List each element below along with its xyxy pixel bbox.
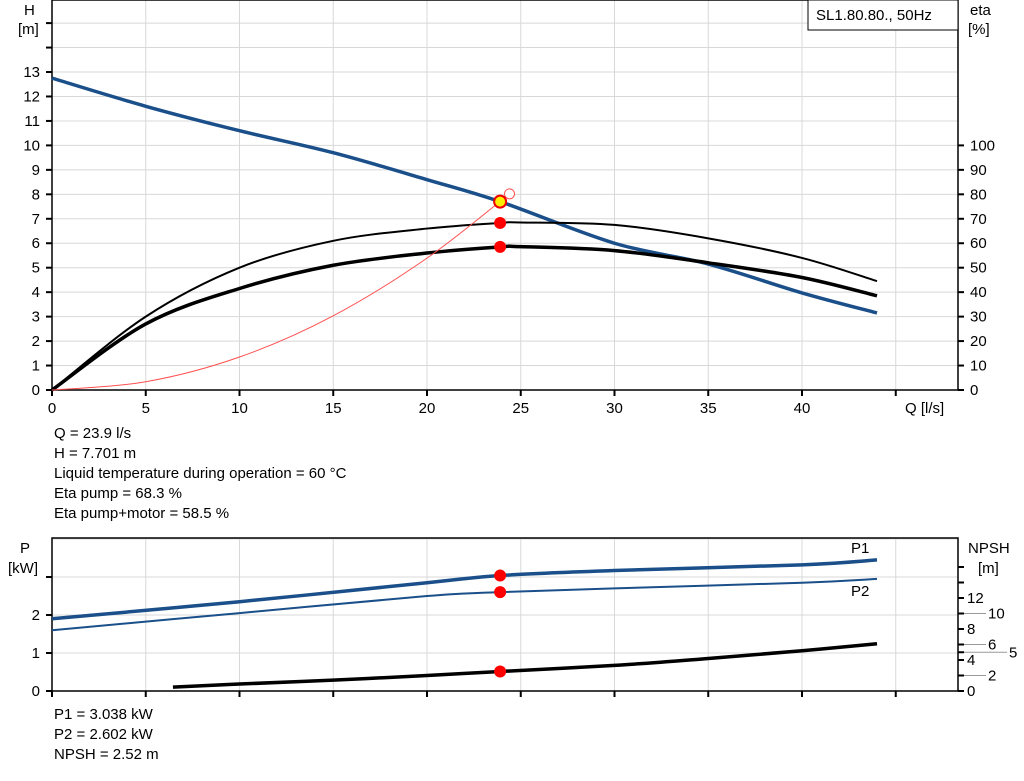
power-info: P1 = 3.038 kW P2 = 2.602 kW NPSH = 2.52 … <box>54 705 159 765</box>
series-label-P1: P1 <box>851 540 869 557</box>
y-tick-label: 1 <box>32 358 40 375</box>
eta-tick-label: 90 <box>970 162 987 179</box>
eta-tick-label: 20 <box>970 333 987 350</box>
y-tick-label: 13 <box>23 64 40 81</box>
npsh-axis-label: NPSH <box>968 540 1010 557</box>
p1-point <box>494 569 507 582</box>
info-eta-pump: Eta pump = 68.3 % <box>54 485 182 502</box>
x-tick-label: 30 <box>606 400 623 417</box>
x-tick-label: 35 <box>700 400 717 417</box>
x-tick-label: 0 <box>48 400 56 417</box>
eta-tick-label: 40 <box>970 284 987 301</box>
info-npsh: NPSH = 2.52 m <box>54 746 159 763</box>
eta-tick-label: 0 <box>970 382 978 399</box>
info-q: Q = 23.9 l/s <box>54 425 132 442</box>
y-tick-label: 6 <box>32 235 40 252</box>
eta-tick-label: 60 <box>970 235 987 252</box>
duty-point <box>493 194 508 209</box>
npsh-tick-label: 4 <box>967 652 975 669</box>
system-end-marker <box>504 188 515 200</box>
y-tick-label: 10 <box>23 137 40 154</box>
x-tick-label: 15 <box>325 400 342 417</box>
p-tick-label: 1 <box>32 645 40 662</box>
npsh-tick-label: 6 <box>988 637 996 654</box>
npsh-axis-unit: [m] <box>978 560 999 577</box>
operating-info: Q = 23.9 l/s H = 7.701 m Liquid temperat… <box>54 424 346 524</box>
curve-P2 <box>51 577 878 632</box>
x-tick-label: 5 <box>142 400 150 417</box>
y-tick-label: 9 <box>32 162 40 179</box>
info-h: H = 7.701 m <box>54 445 137 462</box>
info-eta-total: Eta pump+motor = 58.5 % <box>54 505 230 522</box>
eta-tick-label: 10 <box>970 358 987 375</box>
eta-axis-label: eta <box>970 2 992 19</box>
curve-P1 <box>51 558 878 621</box>
npsh-tick-label: 0 <box>967 683 975 700</box>
eta-tick-label: 70 <box>970 211 987 228</box>
x-tick-label: 20 <box>419 400 436 417</box>
x-tick-label: 10 <box>231 400 248 417</box>
y-tick-label: 11 <box>24 113 40 130</box>
info-p2: P2 = 2.602 kW <box>54 726 153 743</box>
y-axis-label: H <box>24 2 35 19</box>
p-axis-unit: [kW] <box>8 560 38 577</box>
p-tick-label: 0 <box>32 683 40 700</box>
y-tick-label: 12 <box>23 88 40 105</box>
p-axis-label: P <box>20 540 30 557</box>
y-axis-unit: [m] <box>18 21 39 38</box>
curve-NPSH <box>172 641 878 689</box>
y-tick-label: 3 <box>32 309 40 326</box>
eta-total-point <box>494 240 507 253</box>
eta-tick-label: 30 <box>970 309 987 326</box>
npsh-tick-label: 12 <box>967 590 984 607</box>
eta-axis-unit: [%] <box>968 21 990 38</box>
x-tick-label: 40 <box>794 400 811 417</box>
npsh-tick-label: 5 <box>1009 644 1017 661</box>
info-temp: Liquid temperature during operation = 60… <box>54 465 347 482</box>
npsh-tick-label: 2 <box>988 668 996 685</box>
legend-title: SL1.80.80., 50Hz <box>816 7 932 24</box>
legend-box <box>807 0 959 31</box>
y-tick-label: 8 <box>32 186 40 203</box>
y-tick-label: 2 <box>32 333 40 350</box>
info-p1: P1 = 3.038 kW <box>54 706 153 723</box>
eta-tick-label: 80 <box>970 186 987 203</box>
eta-pump-point <box>494 216 507 229</box>
p2-point <box>494 586 507 599</box>
y-tick-label: 0 <box>32 382 40 399</box>
curve-eta_pump <box>51 221 878 391</box>
curve-H <box>51 76 878 315</box>
x-axis-label: Q [l/s] <box>905 400 944 417</box>
x-tick-label: 25 <box>512 400 529 417</box>
eta-tick-label: 100 <box>970 137 995 154</box>
eta-tick-label: 50 <box>970 260 987 277</box>
npsh-point <box>494 665 507 678</box>
y-tick-label: 5 <box>32 260 40 277</box>
series-label-P2: P2 <box>851 583 869 600</box>
y-tick-label: 4 <box>32 284 40 301</box>
y-tick-label: 7 <box>32 211 40 228</box>
p-tick-label: 2 <box>32 607 40 624</box>
npsh-tick-label: 10 <box>988 606 1005 623</box>
curve-system <box>51 193 510 391</box>
npsh-tick-label: 8 <box>967 621 975 638</box>
